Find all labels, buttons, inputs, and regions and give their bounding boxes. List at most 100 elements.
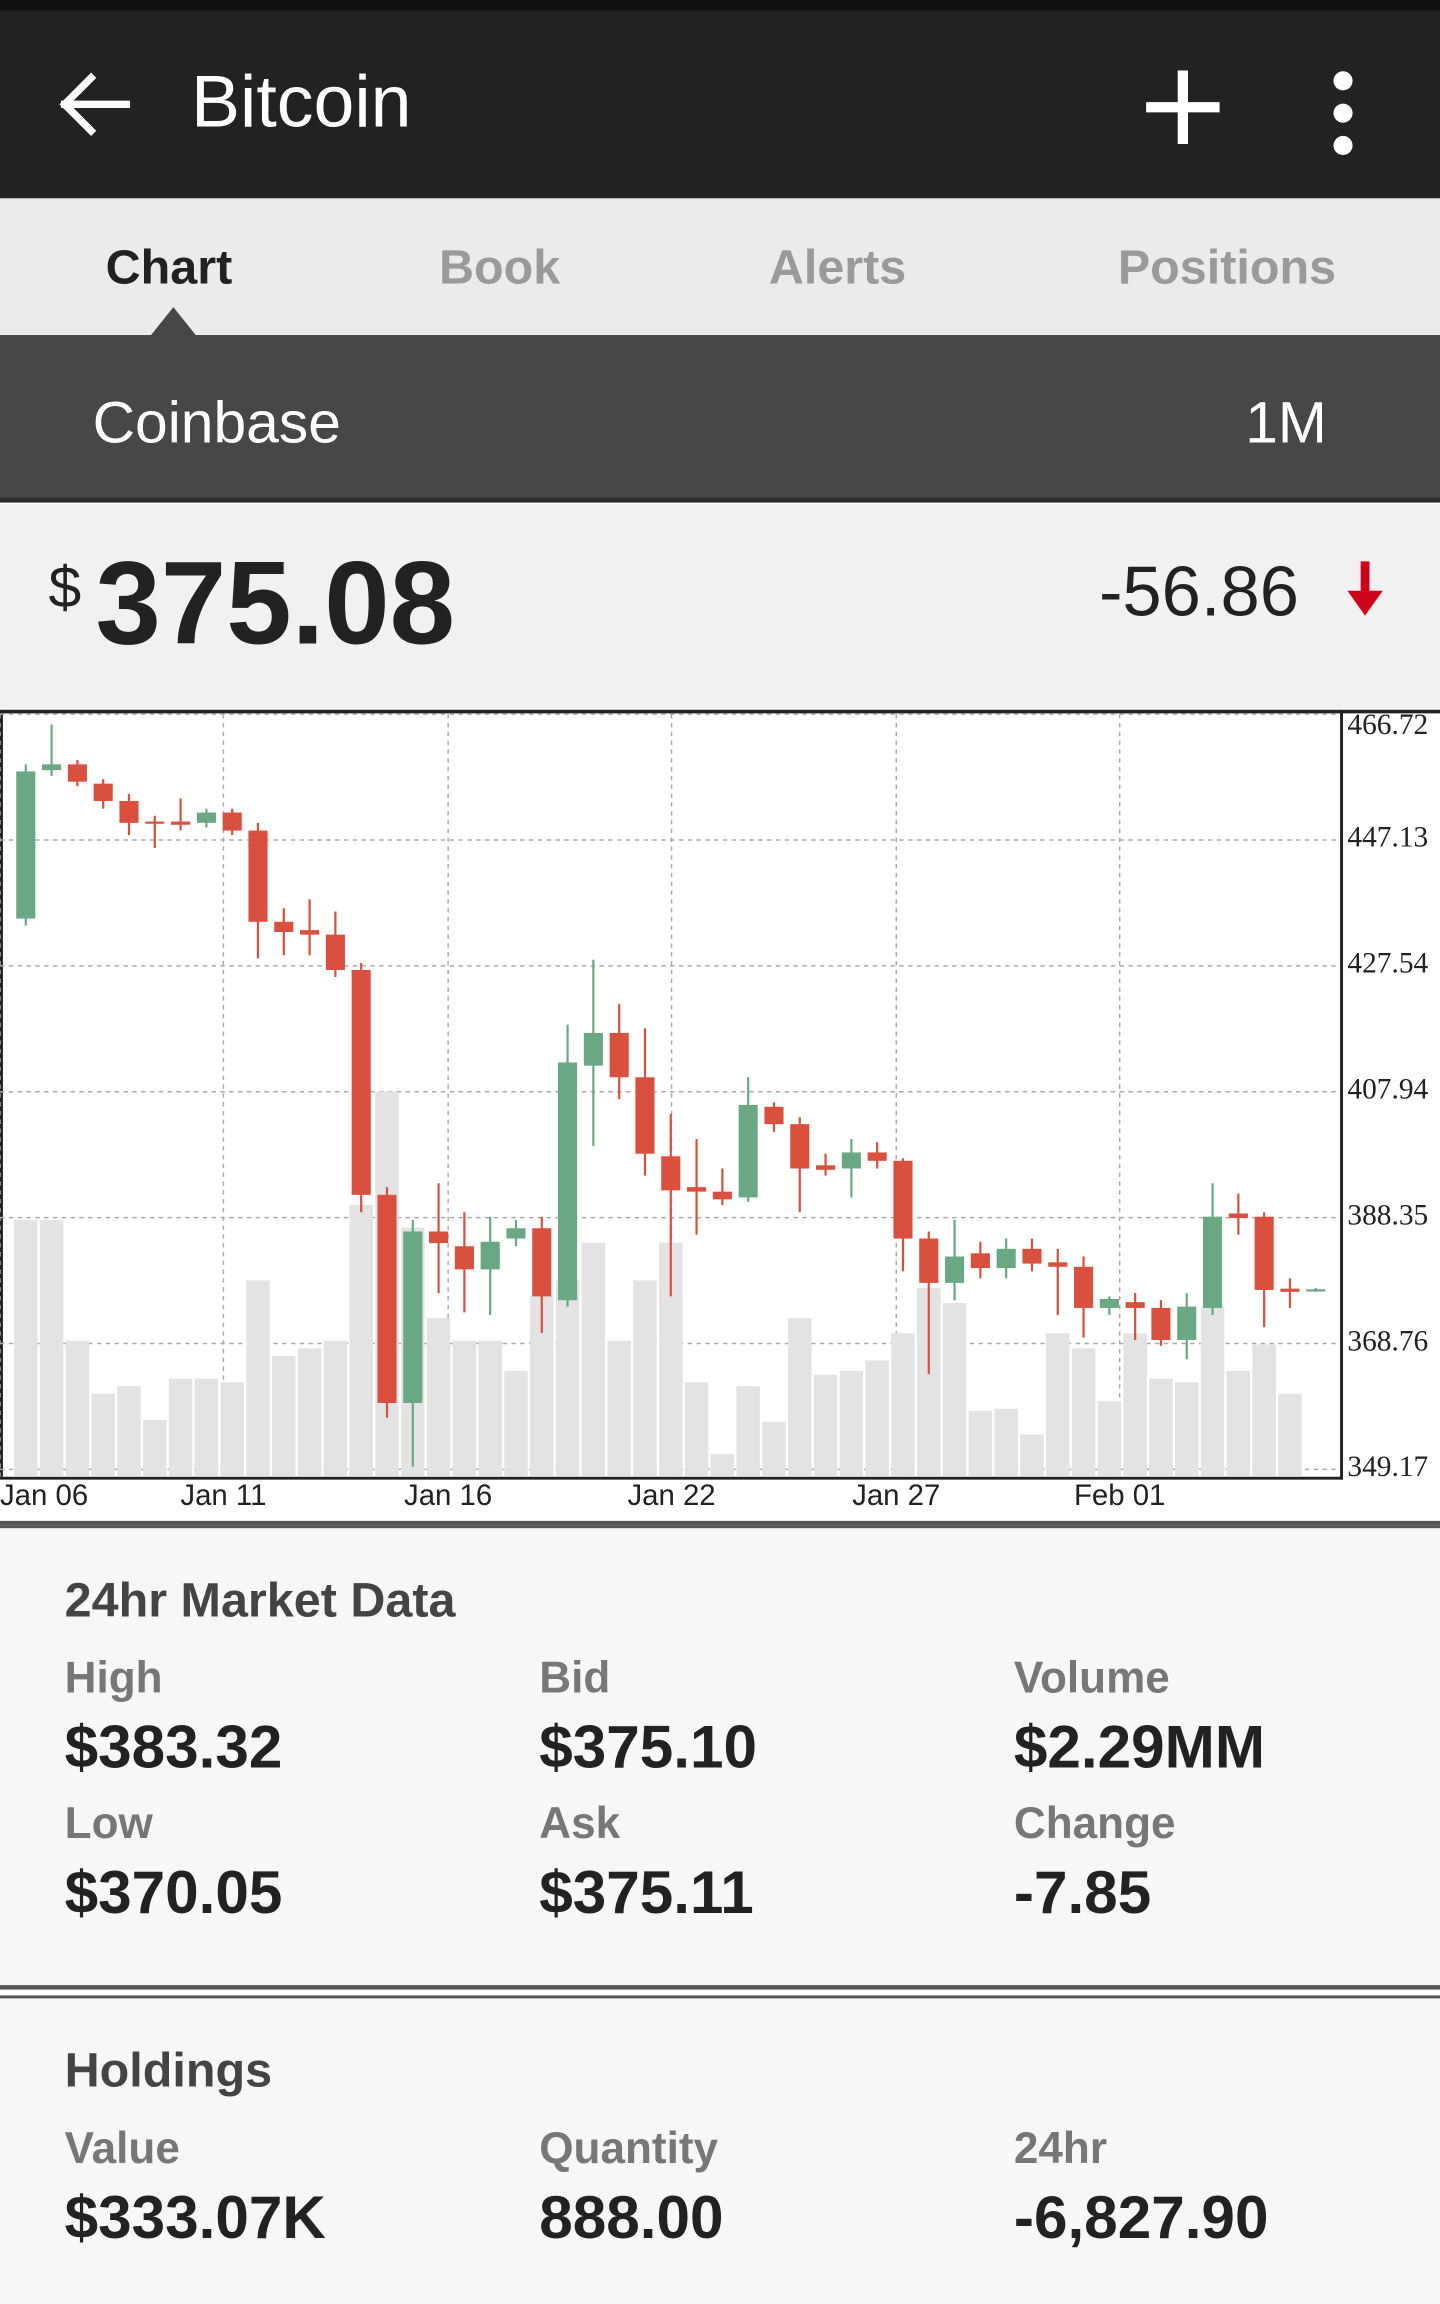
candle-body — [67, 764, 87, 782]
stat-label: Quantity — [539, 2124, 719, 2174]
stat: Change -7.85 — [1014, 1800, 1440, 1928]
volume-bar — [813, 1374, 838, 1477]
candle-body — [1074, 1266, 1094, 1308]
tab[interactable]: Positions — [1117, 239, 1337, 294]
stat-label: Volume — [1013, 1654, 1170, 1704]
candle-body — [222, 812, 242, 831]
stat: Low $370.05 — [65, 1800, 540, 1928]
volume-bar — [762, 1421, 786, 1477]
volume-bar — [1278, 1393, 1302, 1477]
volume-bar — [633, 1280, 657, 1477]
volume-bar — [865, 1360, 889, 1477]
volume-bar — [891, 1333, 915, 1477]
volume-bar — [1175, 1382, 1199, 1477]
stat-label: Change — [1013, 1800, 1176, 1849]
volume-bar — [220, 1382, 244, 1477]
stat-label: 24hr — [1013, 2124, 1108, 2174]
stat-label: Ask — [539, 1800, 621, 1849]
y-tick-label: 466.72 — [1347, 710, 1428, 741]
volume-bar — [91, 1393, 115, 1477]
candle-body — [171, 821, 191, 825]
candle-body — [661, 1156, 681, 1191]
stat: High $383.32 — [65, 1655, 540, 1783]
candle-body — [558, 1062, 578, 1301]
candle-body — [790, 1124, 810, 1169]
volume-bar — [168, 1378, 193, 1477]
candle-body — [945, 1256, 965, 1283]
x-tick-label: Jan 16 — [404, 1479, 492, 1512]
y-tick-label: 407.94 — [1347, 1074, 1428, 1106]
x-tick-label: Jan 06 — [0, 1479, 88, 1512]
volume-bar — [968, 1411, 993, 1477]
stat: Volume $2.29MM — [1014, 1655, 1440, 1783]
stat-value: $375.10 — [539, 1713, 758, 1781]
stat-value: -7.85 — [1013, 1858, 1152, 1927]
stat: Bid $375.10 — [539, 1655, 1014, 1783]
candle-body — [93, 783, 113, 801]
candle-body — [1048, 1262, 1068, 1267]
range-selector[interactable]: 1M — [1245, 390, 1327, 456]
candle-body — [196, 812, 216, 823]
volume-bar — [323, 1340, 348, 1477]
volume-bar — [1226, 1370, 1251, 1477]
volume-bar — [1020, 1434, 1044, 1477]
tab[interactable]: Book — [438, 239, 561, 294]
panel-title: 24hr Market Data — [64, 1572, 456, 1627]
candle-body — [1254, 1216, 1274, 1290]
stat-label: Low — [64, 1800, 153, 1849]
x-tick-label: Jan 22 — [627, 1479, 715, 1512]
x-tick-label: Jan 27 — [852, 1479, 940, 1512]
candle-body — [1306, 1289, 1326, 1292]
candle-body — [1203, 1216, 1223, 1308]
candle-body — [274, 921, 294, 933]
stat-label: Bid — [539, 1654, 611, 1704]
menu-button[interactable] — [1322, 69, 1363, 157]
tab-bar: Chart Book Alerts Positions — [0, 198, 1440, 337]
volume-bar — [839, 1370, 864, 1477]
panel-title: Holdings — [64, 2042, 273, 2097]
market-grid: High $383.32 Bid $375.10 Volume $2.29MM Low $37… — [65, 1655, 1440, 1928]
currency-symbol: $ — [48, 555, 82, 621]
volume-bar — [581, 1242, 606, 1477]
exchange-name[interactable]: Coinbase — [92, 390, 341, 456]
add-button[interactable] — [1143, 68, 1222, 147]
volume-bar — [272, 1355, 296, 1477]
candle-body — [300, 930, 320, 935]
tab[interactable]: Alerts — [768, 239, 907, 294]
stat: Quantity 888.00 — [539, 2125, 1014, 2253]
candle-body — [16, 771, 36, 919]
candle-body — [867, 1152, 887, 1161]
candle-body — [506, 1228, 526, 1239]
back-button[interactable] — [56, 72, 132, 137]
y-tick-label: 427.54 — [1347, 948, 1428, 980]
candle-body — [1177, 1306, 1197, 1341]
stat: Value $333.07K — [65, 2125, 540, 2253]
candle-body — [583, 1032, 603, 1066]
candle-body — [403, 1231, 423, 1404]
volume-bar — [1071, 1348, 1096, 1477]
volume-bar — [994, 1408, 1018, 1477]
volume-bar — [788, 1318, 812, 1477]
candle-body — [1280, 1288, 1300, 1292]
candle-body — [532, 1228, 552, 1297]
stat-value: $375.11 — [539, 1858, 754, 1927]
candle-body — [1099, 1298, 1119, 1308]
price-change: -56.86 — [1098, 553, 1299, 632]
candle-body — [480, 1241, 500, 1270]
stat: 24hr -6,827.90 — [1014, 2125, 1440, 2253]
price-panel — [0, 504, 1440, 709]
app-bar — [0, 0, 1440, 199]
volume-bar — [530, 1295, 554, 1477]
tab[interactable]: Chart — [105, 239, 233, 294]
volume-bar — [1200, 1306, 1225, 1477]
y-tick-label: 368.76 — [1347, 1325, 1428, 1357]
candle-body — [893, 1160, 913, 1239]
volume-bar — [117, 1386, 141, 1477]
volume-bar — [426, 1318, 451, 1477]
stat-value: $333.07K — [64, 2183, 326, 2252]
volume-bar — [917, 1287, 941, 1477]
volume-bar — [1149, 1378, 1173, 1477]
candle-body — [119, 800, 139, 823]
candle-body — [351, 969, 371, 1195]
candle-body — [712, 1191, 732, 1200]
